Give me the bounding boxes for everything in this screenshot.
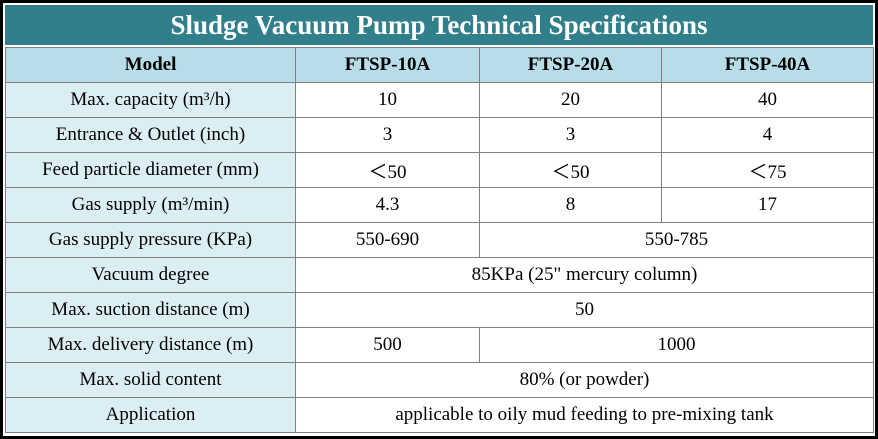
cell-value: 3 <box>295 117 480 153</box>
row-label: Gas supply pressure (KPa) <box>5 222 296 258</box>
header-model-2: FTSP-20A <box>479 47 662 83</box>
row-label: Max. solid content <box>5 362 296 398</box>
table-row: Gas supply pressure (KPa) 550-690 550-78… <box>5 222 874 258</box>
cell-value: 4.3 <box>295 187 480 223</box>
cell-value: 3 <box>479 117 662 153</box>
table-header-row: Model FTSP-10A FTSP-20A FTSP-40A <box>5 47 874 83</box>
row-label: Entrance & Outlet (inch) <box>5 117 296 153</box>
cell-value: 17 <box>661 187 874 223</box>
cell-value: 8 <box>479 187 662 223</box>
cell-value: ＜50 <box>479 152 662 188</box>
table-row: Max. solid content 80% (or powder) <box>5 362 874 398</box>
cell-value: 10 <box>295 82 480 118</box>
cell-value: 550-785 <box>479 222 874 258</box>
header-model-1: FTSP-10A <box>295 47 480 83</box>
row-label: Vacuum degree <box>5 257 296 293</box>
cell-value: ＜50 <box>295 152 480 188</box>
cell-value: 40 <box>661 82 874 118</box>
cell-value: 80% (or powder) <box>295 362 874 398</box>
cell-value: 85KPa (25" mercury column) <box>295 257 874 293</box>
cell-value: ＜75 <box>661 152 874 188</box>
table-row: Entrance & Outlet (inch) 3 3 4 <box>5 117 874 153</box>
table-row: Max. capacity (m³/h) 10 20 40 <box>5 82 874 118</box>
cell-value: 1000 <box>479 327 874 363</box>
header-model-3: FTSP-40A <box>661 47 874 83</box>
cell-value: 500 <box>295 327 480 363</box>
table-row: Gas supply (m³/min) 4.3 8 17 <box>5 187 874 223</box>
table-row: Application applicable to oily mud feedi… <box>5 397 874 433</box>
cell-value: 20 <box>479 82 662 118</box>
cell-value: 4 <box>661 117 874 153</box>
cell-value: applicable to oily mud feeding to pre-mi… <box>295 397 874 433</box>
row-label: Max. capacity (m³/h) <box>5 82 296 118</box>
cell-value: 550-690 <box>295 222 480 258</box>
table-row: Max. suction distance (m) 50 <box>5 292 874 328</box>
cell-value: 50 <box>295 292 874 328</box>
page-title: Sludge Vacuum Pump Technical Specificati… <box>5 5 873 45</box>
table-row: Max. delivery distance (m) 500 1000 <box>5 327 874 363</box>
row-label: Gas supply (m³/min) <box>5 187 296 223</box>
row-label: Feed particle diameter (mm) <box>5 152 296 188</box>
table-row: Feed particle diameter (mm) ＜50 ＜50 ＜75 <box>5 152 874 188</box>
header-model-label: Model <box>5 47 296 83</box>
table-row: Vacuum degree 85KPa (25" mercury column) <box>5 257 874 293</box>
row-label: Application <box>5 397 296 433</box>
row-label: Max. suction distance (m) <box>5 292 296 328</box>
row-label: Max. delivery distance (m) <box>5 327 296 363</box>
spec-table: Model FTSP-10A FTSP-20A FTSP-40A Max. ca… <box>5 47 874 433</box>
